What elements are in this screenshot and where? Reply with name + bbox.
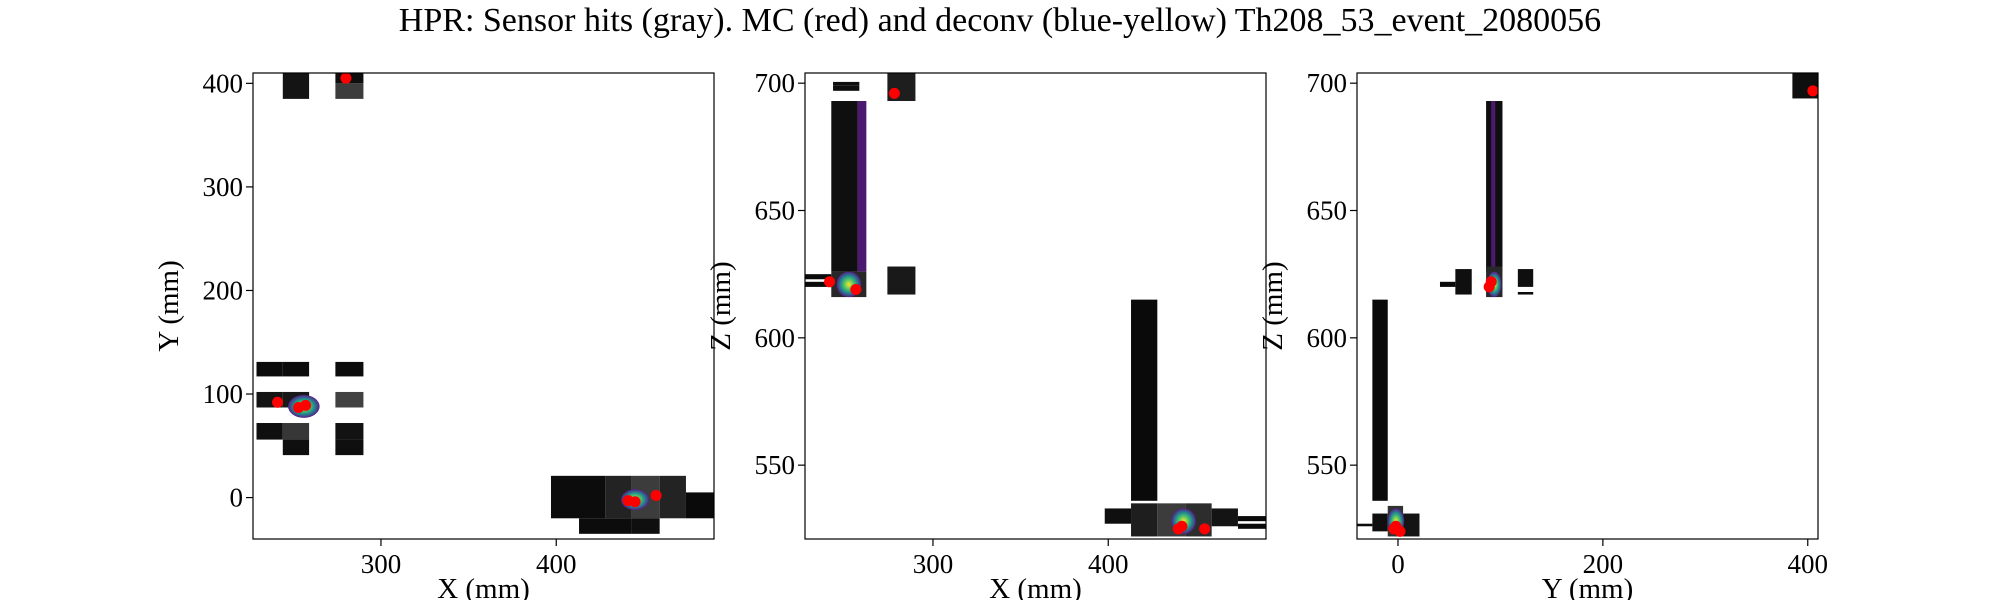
xy-axes-frame xyxy=(252,72,715,540)
yz-y-tick-label: 650 xyxy=(1307,196,1348,226)
xz-y-tick-label: 550 xyxy=(755,450,796,480)
xy-sensor-hit xyxy=(282,73,310,99)
xz-x-tick-label: 300 xyxy=(913,549,954,579)
yz-x-tick-label: 0 xyxy=(1391,549,1405,579)
panel-xz: 300 400 550 600 650 700 X (mm) Z (mm) xyxy=(705,68,1267,600)
xy-mc-point xyxy=(629,496,641,508)
xy-sensor-hit xyxy=(685,492,714,519)
yz-sensor-hit xyxy=(1357,523,1373,527)
yz-x-tick-label: 400 xyxy=(1788,549,1829,579)
xy-y-axis-label: Y (mm) xyxy=(153,260,185,352)
figure-title: HPR: Sensor hits (gray). MC (red) and de… xyxy=(398,2,1602,39)
xy-mc-point xyxy=(340,73,352,84)
xy-sensor-hit xyxy=(282,439,310,456)
xz-sensor-hit xyxy=(887,266,916,295)
xz-mc-point xyxy=(888,87,900,99)
xy-sensor-hit xyxy=(335,83,364,99)
xz-sensor-hit xyxy=(1104,508,1132,524)
xy-sensor-hit xyxy=(256,361,283,377)
xz-axes-frame xyxy=(804,72,1267,540)
yz-sensor-hit xyxy=(1403,513,1420,537)
xz-mc-point xyxy=(850,283,862,295)
xy-sensor-hit xyxy=(550,475,606,519)
xy-mc-point xyxy=(293,401,305,413)
yz-sensor-hit xyxy=(1455,269,1472,295)
xz-y-tick-label: 700 xyxy=(755,68,796,98)
xy-sensor-hit xyxy=(659,475,686,519)
yz-mc-point xyxy=(1807,85,1818,97)
yz-plot-area xyxy=(1357,73,1818,537)
xz-y-axis-label: Z (mm) xyxy=(705,261,737,350)
xy-y-tick-label: 400 xyxy=(203,68,244,98)
xz-sensor-hit xyxy=(805,281,832,287)
yz-y-tick-label: 550 xyxy=(1307,450,1348,480)
xz-mc-point xyxy=(1172,523,1184,535)
xz-sensor-hit xyxy=(833,81,860,86)
panel-yz: 0 200 400 550 600 650 700 Y (mm) Z (mm) xyxy=(1257,68,1828,600)
xy-sensor-hit xyxy=(282,361,310,377)
xy-x-tick-label: 300 xyxy=(361,549,402,579)
xy-sensor-hit xyxy=(335,361,364,377)
xy-sensor-hit xyxy=(335,391,364,408)
yz-mc-point xyxy=(1390,520,1402,532)
xz-sensor-hit xyxy=(1237,516,1266,522)
xy-y-tick-label: 100 xyxy=(203,379,244,409)
yz-sensor-hit xyxy=(1491,101,1496,272)
yz-sensor-hit xyxy=(1517,269,1534,287)
xy-x-axis-label: X (mm) xyxy=(437,573,530,600)
yz-y-tick-label: 600 xyxy=(1307,323,1348,353)
xy-sensor-hit xyxy=(256,423,283,440)
yz-axes-frame xyxy=(1356,72,1819,540)
xz-mc-point xyxy=(1199,523,1211,535)
xz-sensor-hit xyxy=(1131,503,1158,537)
xy-sensor-hit xyxy=(282,423,310,440)
yz-sensor-hit xyxy=(1517,291,1534,295)
yz-y-axis-label: Z (mm) xyxy=(1257,261,1289,350)
xz-x-axis-label: X (mm) xyxy=(989,573,1082,600)
xy-mc-point xyxy=(650,490,662,502)
xz-sensor-hit xyxy=(805,274,832,280)
xy-sensor-hit xyxy=(579,518,632,534)
xy-sensor-hit xyxy=(335,439,364,456)
xy-y-tick-label: 300 xyxy=(203,172,244,202)
xz-sensor-hit xyxy=(1211,508,1238,527)
xz-sensor-hit xyxy=(1237,523,1266,529)
yz-sensor-hit xyxy=(1372,513,1388,532)
xy-y-tick-label: 200 xyxy=(203,275,244,305)
xz-x-tick-label: 400 xyxy=(1088,549,1129,579)
xy-y-tick-label: 0 xyxy=(230,483,244,513)
yz-x-tick-label: 200 xyxy=(1583,549,1624,579)
xz-sensor-hit xyxy=(831,101,858,272)
xz-sensor-hit xyxy=(1131,299,1158,501)
yz-sensor-hit xyxy=(1372,299,1388,501)
xy-sensor-hit xyxy=(631,518,660,534)
xy-x-tick-label: 400 xyxy=(536,549,577,579)
yz-x-axis-label: Y (mm) xyxy=(1542,573,1634,600)
xy-sensor-hit xyxy=(335,423,364,440)
yz-sensor-hit xyxy=(1439,281,1456,287)
xz-sensor-hit xyxy=(857,101,867,272)
xz-sensor-hit xyxy=(833,85,860,91)
xy-plot-area xyxy=(256,73,714,534)
xz-y-tick-label: 600 xyxy=(755,323,796,353)
xz-y-tick-label: 650 xyxy=(755,196,796,226)
yz-mc-point xyxy=(1483,281,1495,293)
xy-mc-point xyxy=(272,396,284,408)
xz-plot-area xyxy=(805,73,1266,537)
yz-y-tick-label: 700 xyxy=(1307,68,1348,98)
xz-mc-point xyxy=(824,276,836,288)
